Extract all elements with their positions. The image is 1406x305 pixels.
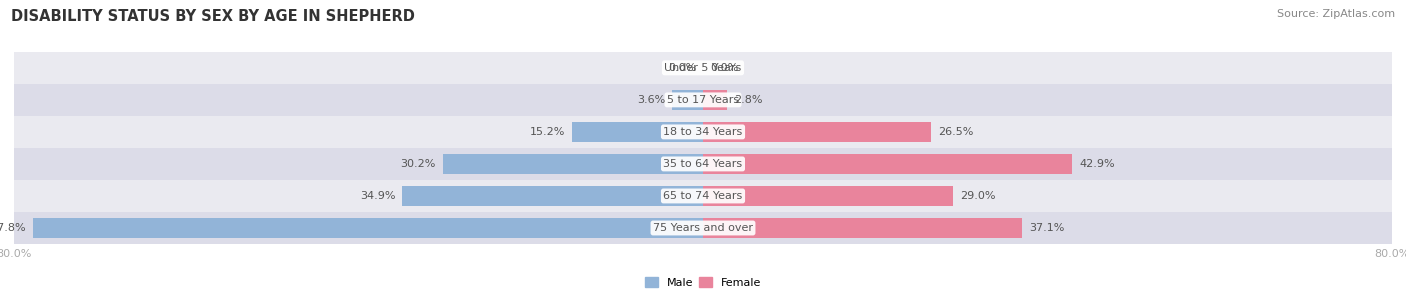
Bar (402, 186, 703, 206)
Text: 34.9%: 34.9% (360, 191, 395, 201)
Bar (672, 90, 703, 110)
Bar (703, 90, 727, 110)
Bar (14, 148, 1392, 180)
Bar (14, 52, 1392, 84)
Text: 29.0%: 29.0% (960, 191, 995, 201)
Bar (14, 84, 1392, 116)
Bar (572, 122, 703, 142)
Text: Source: ZipAtlas.com: Source: ZipAtlas.com (1277, 9, 1395, 19)
Legend: Male, Female: Male, Female (640, 273, 766, 292)
Bar (14, 212, 1392, 244)
Text: 0.0%: 0.0% (710, 63, 738, 73)
Text: 26.5%: 26.5% (938, 127, 973, 137)
Bar (703, 122, 931, 142)
Text: 42.9%: 42.9% (1080, 159, 1115, 169)
Text: 2.8%: 2.8% (734, 95, 762, 105)
Bar (703, 218, 1022, 238)
Text: 35 to 64 Years: 35 to 64 Years (664, 159, 742, 169)
Bar (443, 154, 703, 174)
Text: 75 Years and over: 75 Years and over (652, 223, 754, 233)
Text: 18 to 34 Years: 18 to 34 Years (664, 127, 742, 137)
Bar (703, 154, 1073, 174)
Text: 77.8%: 77.8% (0, 223, 27, 233)
Text: 37.1%: 37.1% (1029, 223, 1064, 233)
Text: 65 to 74 Years: 65 to 74 Years (664, 191, 742, 201)
Bar (14, 180, 1392, 212)
Text: 0.0%: 0.0% (668, 63, 696, 73)
Text: DISABILITY STATUS BY SEX BY AGE IN SHEPHERD: DISABILITY STATUS BY SEX BY AGE IN SHEPH… (11, 9, 415, 24)
Text: 15.2%: 15.2% (530, 127, 565, 137)
Text: 3.6%: 3.6% (637, 95, 665, 105)
Text: 30.2%: 30.2% (401, 159, 436, 169)
Text: Under 5 Years: Under 5 Years (665, 63, 741, 73)
Text: 5 to 17 Years: 5 to 17 Years (666, 95, 740, 105)
Bar (703, 186, 953, 206)
Bar (32, 218, 703, 238)
Bar (14, 116, 1392, 148)
